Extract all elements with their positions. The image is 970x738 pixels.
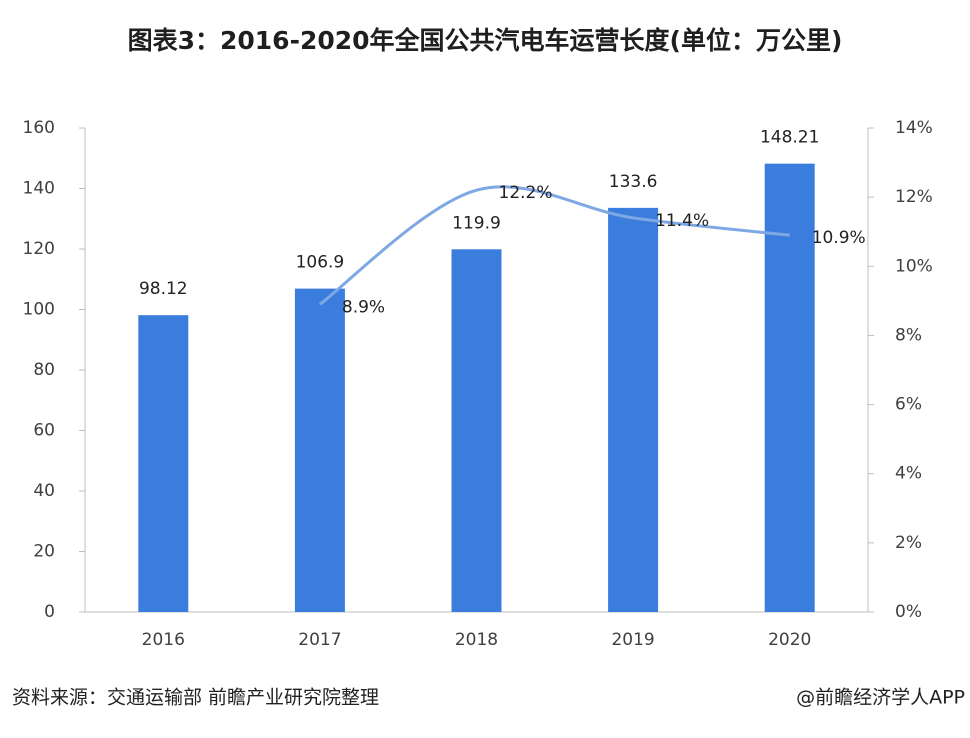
data-label: 119.9 [452, 213, 501, 233]
data-label: 148.21 [760, 128, 819, 148]
bar [138, 315, 189, 612]
credit: @前瞻经济学人APP [796, 687, 965, 709]
y-tick-label: 40 [33, 481, 55, 501]
line [319, 185, 790, 306]
y-tick-label: 20 [33, 542, 55, 562]
line-data-label: 11.4% [655, 211, 709, 231]
x-tick-label: 2020 [768, 630, 811, 650]
y-tick-label: 80 [33, 360, 55, 380]
y2-tick-label: 10% [895, 256, 933, 276]
data-label: 98.12 [139, 279, 188, 299]
y2-tick-label: 8% [895, 325, 922, 345]
y2-tick-label: 12% [895, 187, 933, 207]
line-data-label: 10.9% [812, 228, 866, 248]
y-tick-label: 160 [23, 118, 55, 138]
line-data-label: 8.9% [342, 297, 385, 317]
x-tick-label: 2016 [142, 630, 185, 650]
x-tick-label: 2018 [455, 630, 498, 650]
data-label: 106.9 [296, 253, 345, 273]
y-tick-label: 100 [23, 300, 55, 320]
bar [764, 163, 815, 613]
x-tick-label: 2019 [611, 630, 654, 650]
source: 资料来源：交通运输部 前瞻产业研究院整理 [12, 687, 379, 709]
x-tick-label: 2017 [298, 630, 341, 650]
y2-tick-label: 0% [895, 602, 922, 622]
y-tick-label: 60 [33, 421, 55, 441]
y2-tick-label: 14% [895, 118, 933, 138]
y-tick-label: 0 [44, 602, 55, 622]
data-label: 133.6 [609, 172, 658, 192]
y-tick-label: 120 [23, 239, 55, 259]
chart-title: 图表3：2016-2020年全国公共汽电车运营长度(单位：万公里) [128, 26, 843, 55]
y2-tick-label: 6% [895, 395, 922, 415]
line-data-label: 12.2% [499, 183, 553, 203]
y2-tick-label: 4% [895, 464, 922, 484]
y-tick-label: 140 [23, 179, 55, 199]
bar [294, 288, 345, 612]
y2-tick-label: 2% [895, 533, 922, 553]
bar [608, 207, 659, 613]
bar [451, 249, 502, 613]
